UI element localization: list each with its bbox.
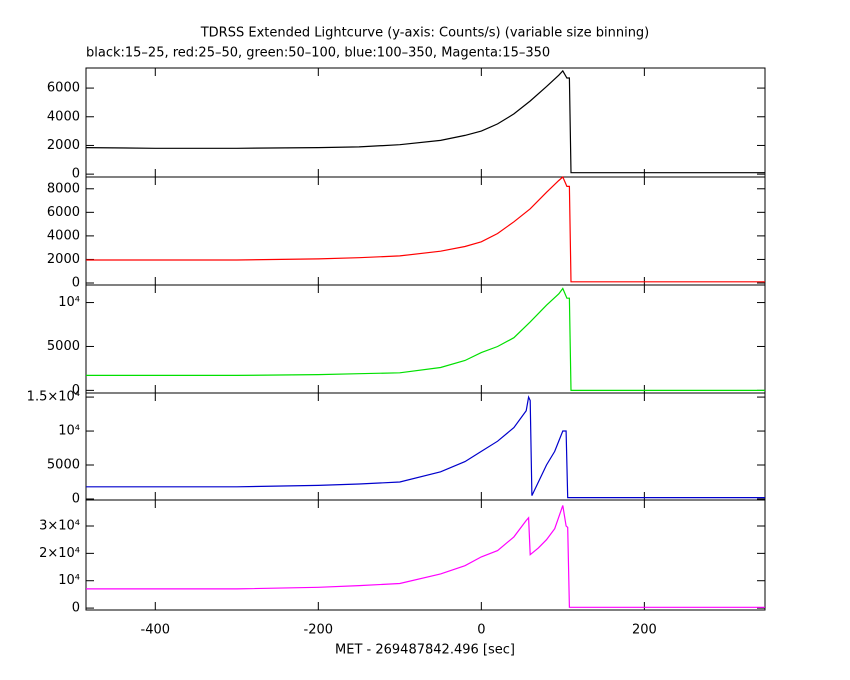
y-tick-label: 2000	[47, 252, 80, 267]
y-tick-label: 0	[72, 601, 80, 616]
light-curve	[86, 176, 765, 283]
chart-title: TDRSS Extended Lightcurve (y-axis: Count…	[200, 26, 650, 41]
y-tick-label: 10⁴	[58, 424, 80, 439]
chart-subtitle: black:15–25, red:25–50, green:50–100, bl…	[86, 46, 550, 61]
y-tick-label: 0	[72, 167, 80, 182]
x-tick-label: -400	[141, 623, 171, 638]
light-curve	[85, 69, 765, 174]
plot-frame	[85, 176, 766, 286]
y-tick-label: 2×10⁴	[39, 546, 80, 561]
x-axis-label: MET - 269487842.496 [sec]	[335, 643, 515, 658]
y-tick-label: 4000	[47, 228, 80, 243]
y-tick-label: 8000	[47, 181, 80, 196]
plot-frame	[85, 392, 766, 501]
light-curve	[86, 287, 765, 391]
plot-frame	[85, 499, 766, 611]
y-tick-label: 1.5×10⁴	[27, 390, 80, 405]
y-tick-label: 5000	[47, 458, 80, 473]
x-tick-label: 200	[632, 623, 657, 638]
plot-frame	[85, 67, 766, 178]
y-tick-label: 10⁴	[58, 573, 80, 588]
light-curve	[86, 505, 765, 608]
y-tick-label: 4000	[47, 109, 80, 124]
light-curve	[86, 395, 765, 499]
x-tick-label: -200	[304, 623, 334, 638]
y-tick-label: 6000	[47, 205, 80, 220]
y-tick-label: 5000	[47, 339, 80, 354]
x-tick-label: 0	[477, 623, 485, 638]
y-tick-label: 0	[72, 383, 80, 398]
y-tick-label: 2000	[47, 138, 80, 153]
y-tick-label: 10⁴	[58, 295, 80, 310]
y-tick-label: 0	[72, 491, 80, 506]
y-tick-label: 0	[72, 275, 80, 290]
plot-frame	[85, 284, 766, 394]
y-tick-label: 3×10⁴	[39, 518, 80, 533]
y-tick-label: 6000	[47, 81, 80, 96]
